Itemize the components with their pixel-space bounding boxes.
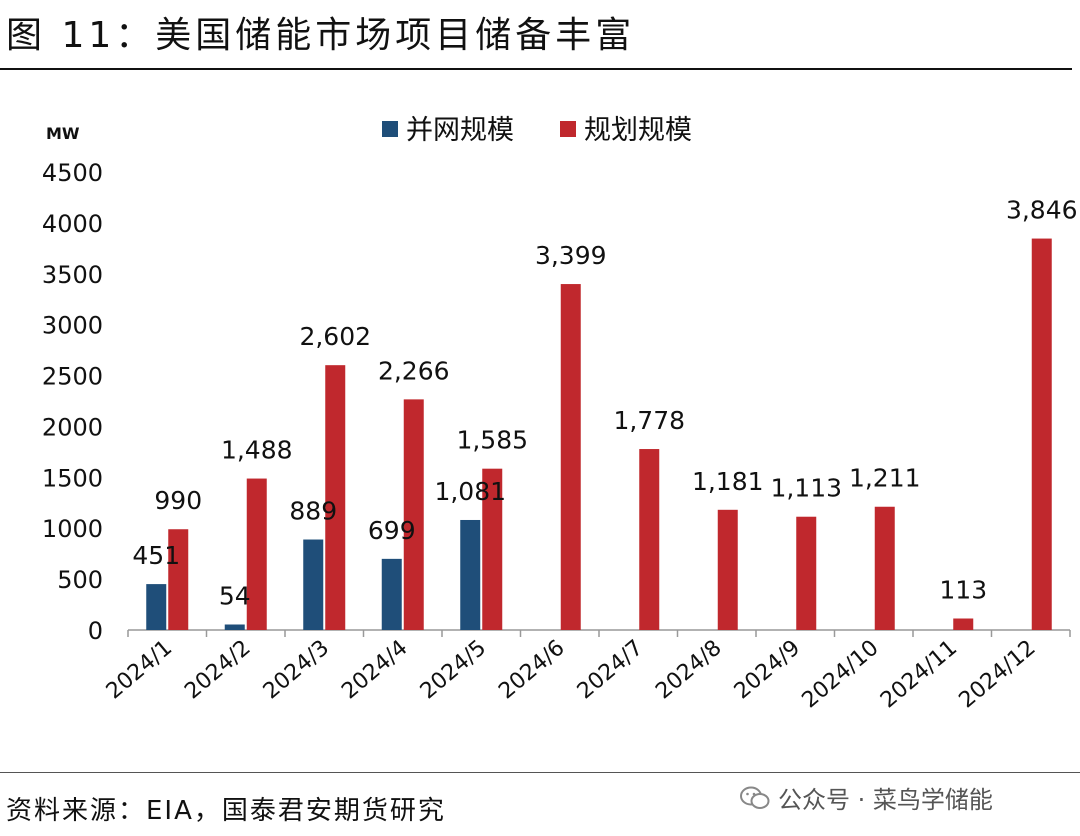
data-label-grid: 889 [289,497,337,526]
data-label-plan: 2,266 [378,356,450,385]
y-axis: 0 500 1000 1500 2000 2500 3000 3500 4000 4500 [42,159,103,645]
data-label-plan: 1,211 [849,464,921,493]
data-label-plan: 1,585 [456,426,528,455]
x-tick-label: 2024/4 [337,635,412,704]
bar-plan [953,618,974,630]
bar-grid [224,624,245,630]
bar-plan [717,509,738,630]
y-tick-label: 3000 [42,312,103,340]
data-label-plan: 1,181 [692,467,764,496]
bars [146,238,1052,630]
x-tick-label: 2024/5 [416,635,491,704]
data-label-grid: 54 [219,582,251,611]
y-tick-label: 4000 [42,210,103,238]
legend-label-grid: 并网规模 [406,115,514,146]
x-axis: 2024/1 2024/2 2024/3 2024/4 2024/5 2024/6 2024… [102,630,1071,713]
data-label-grid: 451 [132,541,180,570]
bar-plan [560,284,581,630]
legend-swatch-plan [560,121,576,137]
data-label-grid: 1,081 [434,477,506,506]
y-tick-label: 1500 [42,464,103,492]
x-tick-label: 2024/6 [494,635,569,704]
legend-swatch-grid [382,121,398,137]
data-label-plan: 1,113 [770,474,842,503]
legend-label-plan: 规划规模 [584,115,692,146]
x-tick-label: 2024/8 [651,635,726,704]
bar-plan [403,399,424,630]
bar-chart: MW 并网规模 规划规模 0 500 1000 1500 2000 2500 3000 350… [42,115,1078,713]
y-tick-label: 0 [88,617,103,645]
bar-grid [303,539,324,630]
x-tick-label: 2024/11 [876,635,962,713]
bar-plan [1031,238,1052,630]
data-label-plan: 2,602 [299,322,371,351]
bar-grid [381,558,402,630]
y-tick-label: 1000 [42,515,103,543]
title-divider [0,68,1072,70]
y-tick-label: 2500 [42,363,103,391]
bar-plan [482,468,503,630]
x-tick-label: 2024/1 [102,635,177,704]
x-tick-label: 2024/3 [259,635,334,704]
bar-plan [874,506,895,630]
data-label-plan: 3,846 [1006,196,1078,225]
wechat-account-label: 公众号 · 菜鸟学储能 [778,786,993,814]
bar-plan [246,478,267,630]
footer-divider [0,772,1080,773]
x-tick-label: 2024/10 [798,635,884,713]
bar-grid [460,519,481,630]
data-label-plan: 113 [939,575,987,604]
bar-grid [146,584,167,630]
y-tick-label: 2000 [42,413,103,441]
y-tick-label: 500 [57,566,103,594]
wechat-attribution: 公众号 · 菜鸟学储能 [740,780,993,815]
x-tick-label: 2024/2 [180,635,255,704]
data-label-plan: 3,399 [535,241,607,270]
data-label-plan: 1,488 [221,436,293,465]
figure-title: 图 11：美国储能市场项目储备丰富 [6,15,636,56]
bar-plan [168,529,189,630]
y-tick-label: 3500 [42,261,103,289]
wechat-icon [740,786,770,809]
source-note: 资料来源：EIA，国泰君安期货研究 [6,796,446,826]
bar-plan [796,516,817,630]
bar-plan [639,449,660,630]
legend: 并网规模 规划规模 [382,115,692,146]
x-tick-label: 2024/7 [573,635,648,704]
data-label-plan: 1,778 [613,406,685,435]
y-axis-unit: MW [46,124,80,143]
data-label-grid: 699 [368,516,416,545]
y-tick-label: 4500 [42,159,103,187]
x-tick-label: 2024/9 [730,635,805,704]
x-tick-label: 2024/12 [955,635,1041,713]
data-label-plan: 990 [154,486,202,515]
bar-plan [325,365,346,630]
